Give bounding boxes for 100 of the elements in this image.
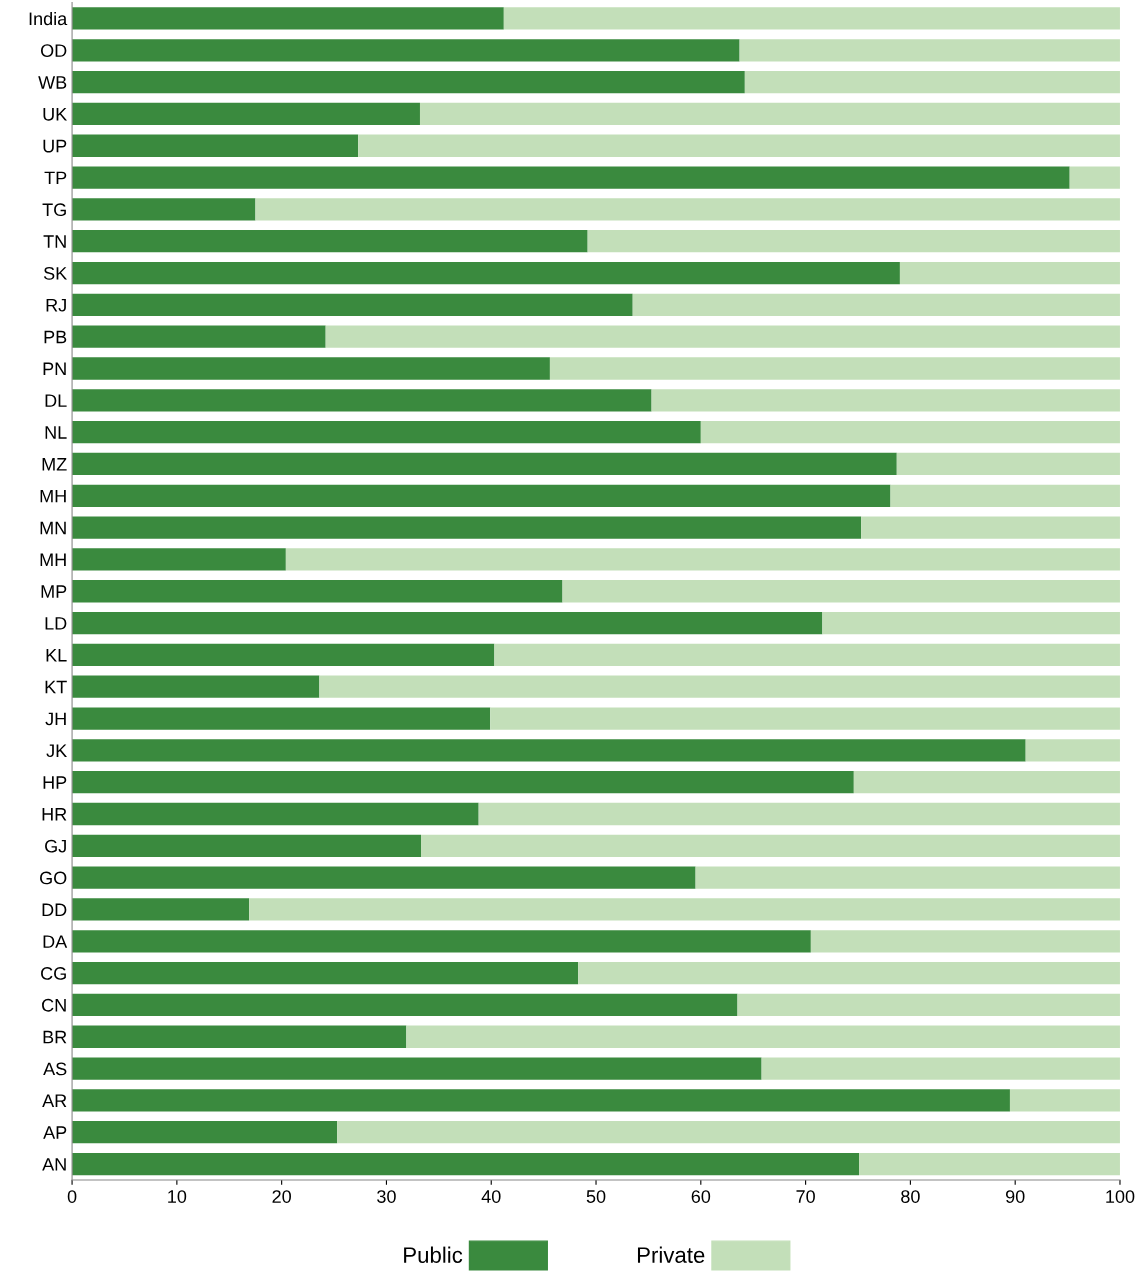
bar <box>419 102 1120 126</box>
bar <box>72 1025 407 1048</box>
y-tick-label: HR <box>42 808 67 821</box>
bar <box>72 802 479 826</box>
bar <box>744 70 1120 94</box>
bar <box>255 198 1120 221</box>
bar <box>72 771 854 794</box>
bar <box>859 1152 1120 1176</box>
bar <box>72 230 588 253</box>
bar <box>72 261 900 285</box>
bar <box>72 484 891 507</box>
y-tick-label: PN <box>43 362 66 376</box>
bar <box>406 1025 1120 1048</box>
bar <box>249 898 1120 921</box>
bar <box>72 898 250 921</box>
y-tick-label: RJ <box>46 298 66 312</box>
legend-label: Public <box>404 1246 463 1263</box>
bar <box>325 325 1120 348</box>
bar <box>72 452 897 476</box>
y-tick-label: GO <box>40 871 67 885</box>
y-tick-label: AR <box>42 1094 67 1107</box>
bar <box>72 325 326 348</box>
bar <box>72 1057 762 1080</box>
bar <box>72 548 286 571</box>
bar <box>861 516 1120 539</box>
y-tick-label: CN <box>42 998 66 1012</box>
y-tick-label: DD <box>42 903 67 917</box>
bar <box>72 198 256 221</box>
y-tick-label: CG <box>41 967 66 980</box>
bar <box>319 675 1120 698</box>
bar <box>890 484 1120 507</box>
bar <box>72 739 1026 762</box>
bar <box>72 643 495 667</box>
y-tick-label: JK <box>46 744 68 758</box>
y-tick-label: AN <box>42 1158 66 1171</box>
x-tick-label: 40 <box>481 1190 501 1203</box>
bar <box>810 930 1120 953</box>
x-tick-label: 80 <box>901 1190 920 1203</box>
bar <box>72 1121 338 1144</box>
bar <box>72 1152 860 1176</box>
x-tick-label: 20 <box>272 1190 291 1203</box>
bar <box>494 643 1120 667</box>
bar <box>72 611 823 635</box>
y-tick-label: MP <box>41 585 67 598</box>
bar <box>549 357 1120 380</box>
y-tick-label: TG <box>42 203 66 217</box>
bar <box>695 866 1120 889</box>
bar <box>578 961 1120 985</box>
y-tick-label: UP <box>43 139 67 153</box>
y-tick-label: KL <box>46 649 67 662</box>
bar <box>72 707 491 730</box>
bar <box>651 389 1120 412</box>
y-tick-label: DL <box>45 394 67 407</box>
bar <box>72 1089 1010 1112</box>
bar <box>72 421 701 444</box>
bar <box>72 39 740 62</box>
bar <box>72 389 652 412</box>
x-tick-label: 10 <box>168 1190 187 1203</box>
bar <box>72 516 862 539</box>
bar <box>72 580 563 603</box>
y-tick-label: TP <box>44 171 67 185</box>
bar <box>285 548 1120 571</box>
bar <box>700 421 1120 444</box>
y-tick-label: UK <box>43 108 68 121</box>
bar <box>761 1057 1120 1080</box>
bar <box>72 293 633 316</box>
x-tick-label: 30 <box>377 1190 396 1203</box>
y-tick-label: WB <box>38 76 67 89</box>
bar <box>478 802 1120 826</box>
y-tick-label: AS <box>43 1062 67 1076</box>
bar <box>72 134 359 157</box>
bar <box>587 230 1120 253</box>
y-tick-label: GJ <box>45 839 66 853</box>
y-tick-label: MN <box>40 521 66 535</box>
x-tick-label: 90 <box>1005 1190 1025 1203</box>
y-tick-label: LD <box>45 617 67 630</box>
bar <box>562 580 1120 603</box>
bar <box>72 166 1070 189</box>
bar <box>503 7 1120 30</box>
bar <box>72 834 422 857</box>
bar <box>1069 166 1120 189</box>
y-tick-label: TN <box>43 235 66 248</box>
x-tick-label: 70 <box>796 1190 815 1203</box>
bar <box>72 961 579 985</box>
bar <box>421 834 1120 857</box>
bar <box>72 70 745 94</box>
y-tick-label: OD <box>40 44 67 58</box>
bar <box>72 357 550 380</box>
bar <box>358 134 1120 157</box>
y-tick-label: India <box>29 11 68 26</box>
bar <box>896 452 1120 476</box>
bar <box>337 1121 1120 1144</box>
x-tick-label: 50 <box>586 1190 606 1203</box>
y-tick-label: SK <box>43 266 68 280</box>
bar <box>72 7 504 30</box>
bar <box>490 707 1120 730</box>
y-tick-label: MZ <box>42 458 67 471</box>
y-tick-label: NL <box>45 426 67 439</box>
bar <box>632 293 1120 316</box>
x-tick-label: 0 <box>67 1190 77 1203</box>
